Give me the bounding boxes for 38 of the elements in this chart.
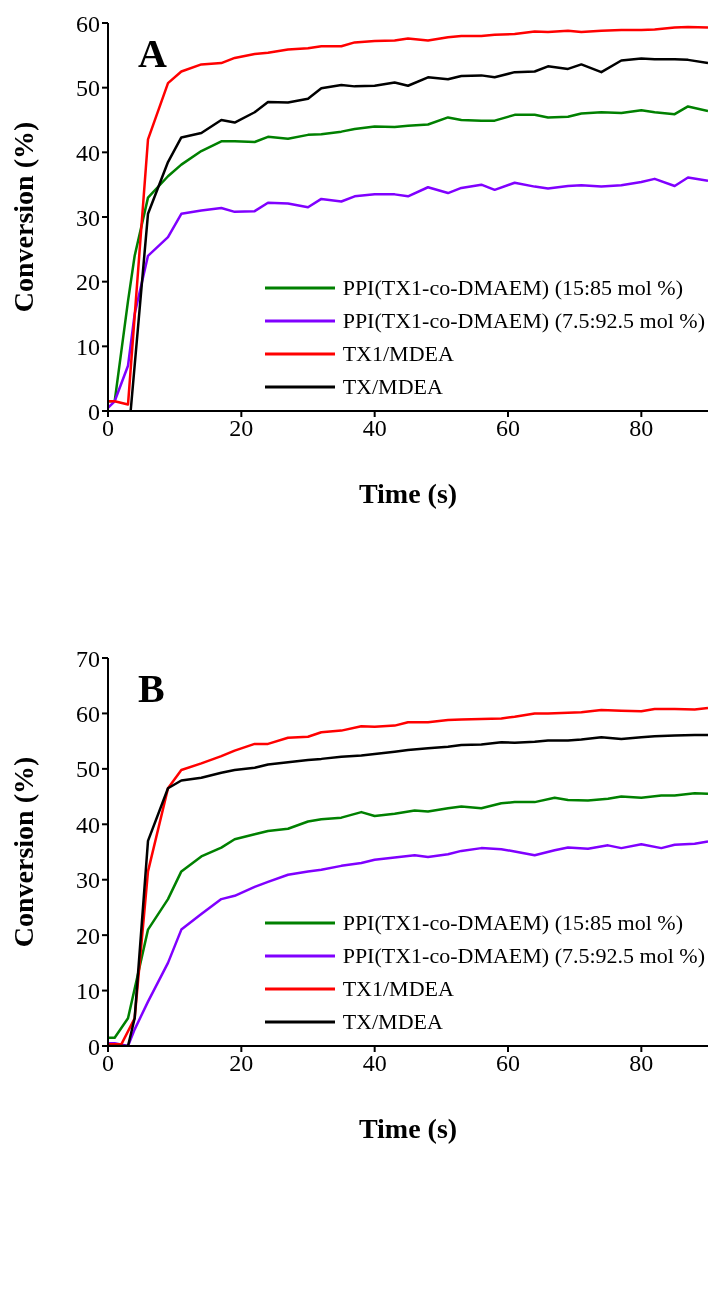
y-tick-label: 0 <box>88 398 100 425</box>
x-tick-label: 40 <box>362 415 387 442</box>
x-tick-label: 20 <box>229 1050 254 1077</box>
y-tick-label: 60 <box>76 700 100 727</box>
x-tick-label: 60 <box>496 415 520 442</box>
y-tick-label: 30 <box>76 867 100 894</box>
y-tick-label: 50 <box>76 75 100 102</box>
legend-label: TX/MDEA <box>342 373 443 400</box>
x-axis-title: Time (s) <box>358 1113 458 1144</box>
x-tick-label: 40 <box>362 1050 387 1077</box>
legend-label: PPI(TX1-co-DMAEM) (7.5:92.5 mol %) <box>342 307 705 334</box>
legend-label: TX1/MDEA <box>342 975 454 1002</box>
y-tick-label: 40 <box>76 139 100 166</box>
y-tick-label: 10 <box>76 333 100 360</box>
x-tick-label: 20 <box>229 415 254 442</box>
y-tick-label: 0 <box>88 1033 100 1060</box>
annotation: A <box>138 30 167 77</box>
y-tick-label: 20 <box>76 269 100 296</box>
y-tick-label: 70 <box>76 645 100 672</box>
y-axis-title: Conversion (%) <box>7 756 39 948</box>
legend-label: PPI(TX1-co-DMAEM) (7.5:92.5 mol %) <box>342 942 705 969</box>
line-series <box>108 792 708 1039</box>
legend-label: TX1/MDEA <box>342 340 454 367</box>
x-tick-label: 80 <box>629 415 654 442</box>
legend-label: PPI(TX1-co-DMAEM) (15:85 mol %) <box>342 909 683 936</box>
annotation: B <box>138 665 165 712</box>
x-axis-title: Time (s) <box>358 478 458 509</box>
y-axis-title: Conversion (%) <box>7 121 39 313</box>
y-tick-label: 10 <box>76 978 100 1005</box>
legend-label: PPI(TX1-co-DMAEM) (15:85 mol %) <box>342 274 683 301</box>
y-tick-label: 20 <box>76 922 100 949</box>
y-tick-label: 40 <box>76 811 100 838</box>
x-tick-label: 60 <box>496 1050 520 1077</box>
y-tick-label: 30 <box>76 204 100 231</box>
legend-label: TX/MDEA <box>342 1008 443 1035</box>
y-tick-label: 50 <box>76 756 100 783</box>
x-tick-label: 80 <box>629 1050 654 1077</box>
y-tick-label: 60 <box>76 10 100 37</box>
